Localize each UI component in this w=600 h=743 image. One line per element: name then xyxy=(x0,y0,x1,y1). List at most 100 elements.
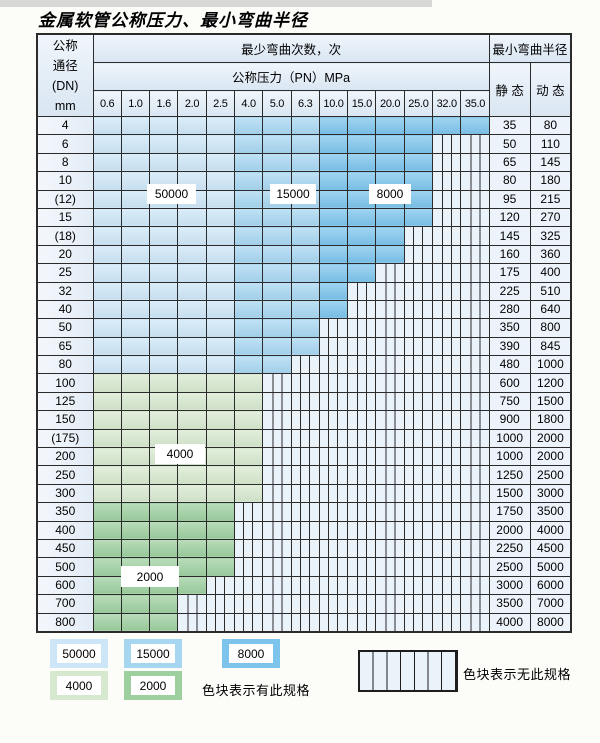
spec-available-cell xyxy=(290,263,320,283)
spec-unavailable-cell xyxy=(347,391,377,412)
spec-unavailable-cell xyxy=(375,281,405,301)
spec-unavailable-cell xyxy=(460,244,490,265)
spec-unavailable-cell xyxy=(347,299,377,320)
spec-available-cell xyxy=(149,355,179,375)
spec-available-cell xyxy=(318,263,349,283)
spec-available-cell xyxy=(233,483,264,504)
spec-available-cell xyxy=(205,134,235,154)
spec-unavailable-cell xyxy=(318,355,349,375)
spec-unavailable-cell xyxy=(233,538,264,559)
bend-count-header: 最少弯曲次数，次 xyxy=(92,33,490,63)
spec-unavailable-cell xyxy=(347,355,377,375)
static-radius-value: 95 xyxy=(488,189,531,209)
static-radius-value: 600 xyxy=(488,373,531,393)
spec-unavailable-cell xyxy=(432,281,462,301)
spec-unavailable-cell xyxy=(318,594,349,614)
spec-unavailable-cell xyxy=(290,502,320,522)
spec-available-cell xyxy=(262,244,292,265)
spec-unavailable-cell xyxy=(460,152,490,173)
static-radius-value: 1000 xyxy=(488,428,531,449)
spec-unavailable-cell xyxy=(318,410,349,430)
page-title: 金属软管公称压力、最小弯曲半径 xyxy=(38,11,308,30)
spec-available-cell xyxy=(149,134,179,154)
spec-available-cell xyxy=(205,336,235,357)
spec-available-cell xyxy=(205,447,235,467)
dynamic-radius-value: 4000 xyxy=(529,520,572,540)
spec-unavailable-cell xyxy=(347,502,377,522)
spec-available-cell xyxy=(290,336,320,357)
spec-available-cell xyxy=(375,207,405,228)
pressure-col-header: 5.0 xyxy=(262,90,292,117)
zone-count-label: 8000 xyxy=(369,184,411,204)
spec-available-cell xyxy=(177,263,207,283)
spec-available-cell xyxy=(92,428,122,449)
spec-available-cell xyxy=(149,483,179,504)
spec-available-cell xyxy=(92,373,122,393)
legend-swatch-15000: 15000 xyxy=(124,639,182,668)
pressure-col-header: 35.0 xyxy=(460,90,490,117)
spec-unavailable-cell xyxy=(460,226,490,246)
spec-unavailable-cell xyxy=(318,391,349,412)
spec-available-cell xyxy=(290,299,320,320)
table-row: 250 1250 2500 xyxy=(36,465,572,485)
spec-available-cell xyxy=(233,281,264,301)
pressure-col-header: 25.0 xyxy=(403,90,434,117)
static-col-header: 静 态 xyxy=(488,62,531,117)
spec-available-cell xyxy=(347,226,377,246)
spec-available-cell xyxy=(290,244,320,265)
spec-unavailable-cell xyxy=(432,575,462,596)
spec-unavailable-cell xyxy=(375,538,405,559)
spec-available-cell xyxy=(149,226,179,246)
spec-unavailable-cell xyxy=(460,410,490,430)
spec-available-cell xyxy=(205,115,235,136)
spec-unavailable-cell xyxy=(290,538,320,559)
spec-available-cell xyxy=(92,171,122,191)
spec-available-cell xyxy=(120,226,151,246)
spec-available-cell xyxy=(262,281,292,301)
dynamic-col-header: 动 态 xyxy=(529,62,572,117)
dn-value: 6 xyxy=(36,134,94,154)
spec-unavailable-cell xyxy=(290,594,320,614)
spec-available-cell xyxy=(149,391,179,412)
spec-available-cell xyxy=(233,171,264,191)
legend-swatch-4000: 4000 xyxy=(50,671,108,700)
spec-unavailable-cell xyxy=(318,336,349,357)
spec-unavailable-cell xyxy=(290,575,320,596)
spec-unavailable-cell xyxy=(205,612,235,633)
spec-available-cell xyxy=(318,299,349,320)
spec-available-cell xyxy=(149,465,179,485)
static-radius-value: 900 xyxy=(488,410,531,430)
dn-header-line: 公称 xyxy=(52,38,78,53)
table-row: 40 280 640 xyxy=(36,299,572,320)
static-radius-value: 390 xyxy=(488,336,531,357)
dn-column-header: 公称 通径 (DN) mm xyxy=(36,33,94,117)
spec-unavailable-cell xyxy=(262,575,292,596)
static-radius-value: 2250 xyxy=(488,538,531,559)
static-radius-value: 145 xyxy=(488,226,531,246)
spec-unavailable-cell xyxy=(375,299,405,320)
spec-available-cell xyxy=(177,391,207,412)
table-row: 800 4000 8000 xyxy=(36,612,572,633)
static-radius-value: 50 xyxy=(488,134,531,154)
table-row: 700 3500 7000 xyxy=(36,594,572,614)
spec-available-cell xyxy=(290,115,320,136)
static-radius-value: 160 xyxy=(488,244,531,265)
spec-available-cell xyxy=(347,207,377,228)
spec-available-cell xyxy=(149,244,179,265)
spec-available-cell xyxy=(375,134,405,154)
table-row: 600 3000 6000 xyxy=(36,575,572,596)
spec-unavailable-cell xyxy=(432,447,462,467)
spec-available-cell xyxy=(177,244,207,265)
spec-available-cell xyxy=(149,281,179,301)
dynamic-radius-value: 180 xyxy=(529,171,572,191)
legend-swatch-text: 8000 xyxy=(229,644,273,663)
spec-available-cell xyxy=(205,263,235,283)
spec-unavailable-cell xyxy=(375,520,405,540)
spec-unavailable-cell xyxy=(205,575,235,596)
spec-available-cell xyxy=(120,244,151,265)
spec-available-cell xyxy=(403,152,434,173)
spec-available-cell xyxy=(120,355,151,375)
spec-available-cell xyxy=(120,465,151,485)
spec-unavailable-cell xyxy=(403,299,434,320)
spec-unavailable-cell xyxy=(460,263,490,283)
